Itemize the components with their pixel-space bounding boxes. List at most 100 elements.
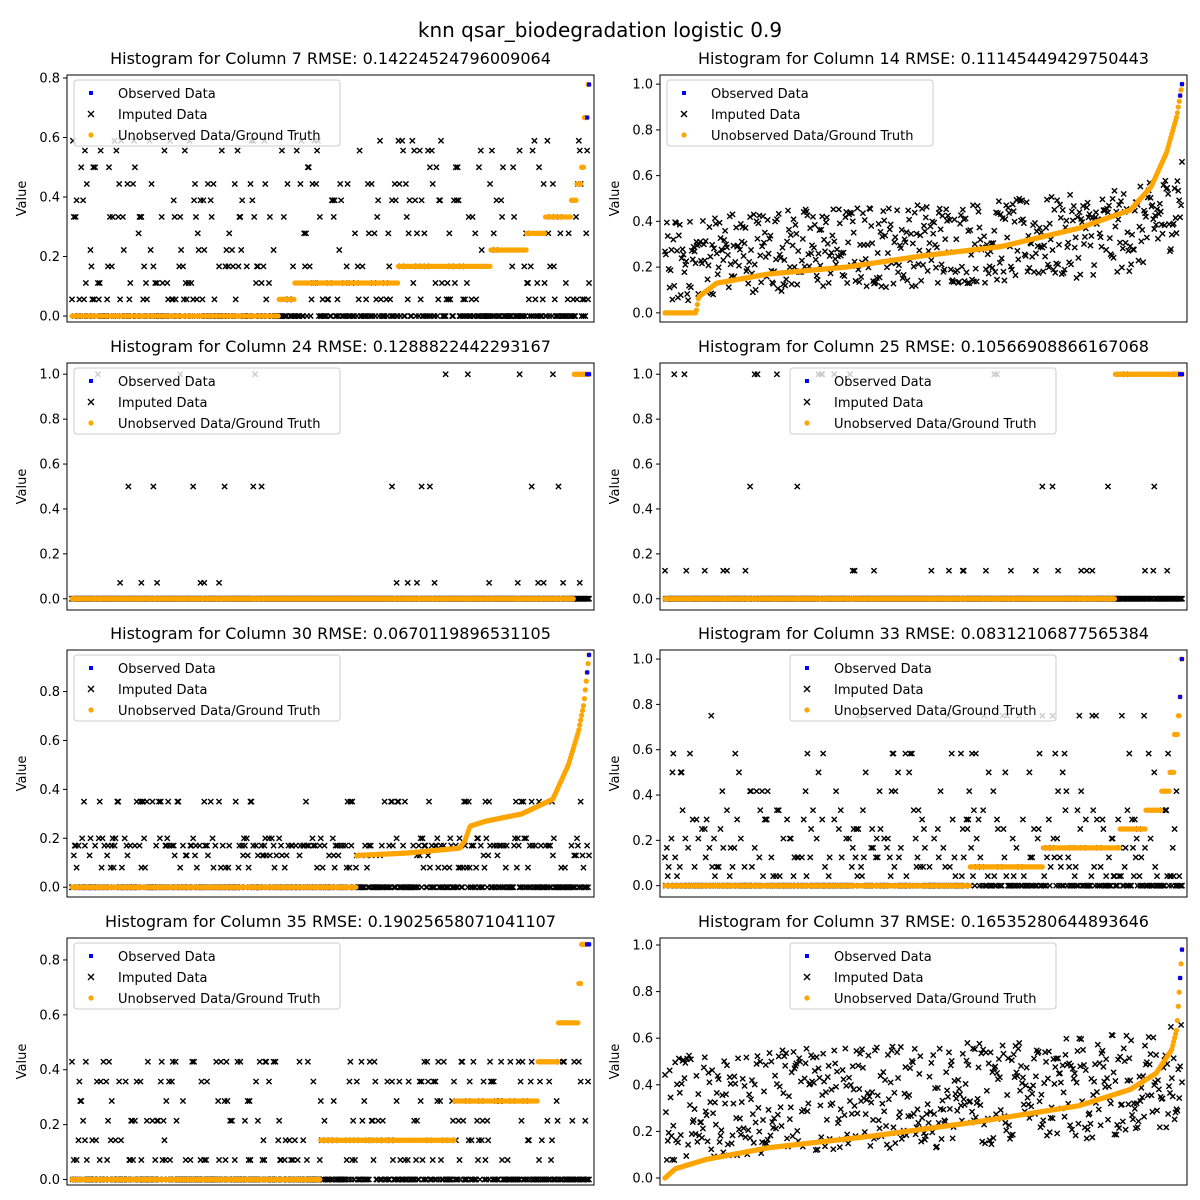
imputed-point <box>551 296 558 303</box>
imputed-point <box>212 842 219 849</box>
ground-truth-point <box>1175 104 1181 110</box>
imputed-point <box>73 197 80 204</box>
imputed-point <box>747 246 755 254</box>
imputed-point <box>1161 222 1168 229</box>
imputed-point <box>86 852 93 859</box>
imputed-point <box>435 864 442 871</box>
imputed-point <box>814 276 821 284</box>
imputed-point <box>73 864 80 871</box>
imputed-point <box>668 246 675 253</box>
imputed-point <box>301 263 309 270</box>
imputed-point <box>1069 217 1076 224</box>
imputed-point <box>473 296 480 303</box>
imputed-point <box>1056 201 1064 208</box>
imputed-point <box>742 567 749 574</box>
imputed-point <box>723 567 731 574</box>
imputed-point <box>819 213 826 220</box>
imputed-point <box>416 147 423 154</box>
imputed-point <box>204 180 212 188</box>
imputed-point <box>442 312 449 320</box>
imputed-point <box>773 216 781 223</box>
imputed-point <box>510 164 517 171</box>
imputed-point <box>1054 567 1062 574</box>
imputed-point <box>354 263 361 270</box>
imputed-point <box>464 371 471 378</box>
imputed-point <box>1162 177 1169 184</box>
imputed-point <box>700 241 707 248</box>
imputed-point <box>155 798 163 805</box>
imputed-point <box>365 842 372 849</box>
imputed-point <box>420 864 427 871</box>
imputed-point <box>915 261 922 268</box>
imputed-point <box>1104 483 1112 490</box>
imputed-point <box>371 230 378 237</box>
imputed-point <box>791 263 798 271</box>
imputed-point <box>911 209 918 216</box>
imputed-point <box>1089 567 1096 574</box>
imputed-point <box>790 216 797 223</box>
y-tick-label: 0.2 <box>632 261 653 276</box>
imputed-point <box>404 296 411 303</box>
imputed-point <box>338 197 345 204</box>
imputed-point <box>1039 483 1046 490</box>
imputed-point <box>813 272 820 279</box>
imputed-point <box>172 296 179 303</box>
imputed-point <box>709 241 716 248</box>
imputed-point <box>1088 232 1095 240</box>
imputed-point <box>535 579 542 586</box>
imputed-point <box>1045 264 1052 271</box>
imputed-point <box>1055 241 1063 248</box>
imputed-point <box>469 213 476 221</box>
imputed-point <box>985 270 992 277</box>
chart-panel-col14: Histogram for Column 14 RMSE: 0.11145449… <box>608 49 1188 323</box>
imputed-point <box>849 567 856 574</box>
imputed-point <box>838 249 845 257</box>
imputed-point <box>363 296 370 303</box>
imputed-point <box>425 798 433 805</box>
imputed-point <box>87 246 94 254</box>
imputed-point <box>942 236 949 243</box>
legend-label: Observed Data <box>118 87 216 102</box>
imputed-point <box>699 217 707 225</box>
imputed-point <box>535 164 543 171</box>
imputed-point <box>788 280 795 288</box>
imputed-point <box>742 224 749 231</box>
imputed-point <box>744 265 751 272</box>
imputed-point <box>78 164 85 171</box>
imputed-point <box>201 246 208 254</box>
imputed-point <box>376 137 384 144</box>
imputed-point <box>934 279 941 286</box>
imputed-point <box>937 226 944 233</box>
imputed-point <box>226 230 233 237</box>
imputed-point <box>310 842 317 849</box>
imputed-point <box>841 272 848 280</box>
imputed-point <box>112 835 119 842</box>
y-tick-label: 0.0 <box>39 592 60 607</box>
imputed-point <box>919 205 926 212</box>
imputed-point <box>431 884 438 891</box>
imputed-point <box>676 221 683 228</box>
imputed-point <box>331 197 338 204</box>
imputed-point <box>1114 268 1121 275</box>
imputed-point <box>1043 196 1051 203</box>
imputed-point <box>701 567 708 574</box>
imputed-point <box>183 852 190 859</box>
imputed-point <box>110 864 117 871</box>
imputed-point <box>729 211 736 218</box>
imputed-point <box>550 263 557 270</box>
y-axis-label: Value <box>608 181 623 217</box>
imputed-point <box>153 279 161 287</box>
imputed-point <box>957 212 965 219</box>
imputed-point <box>967 226 974 234</box>
imputed-point <box>445 296 452 303</box>
imputed-point <box>207 798 214 805</box>
imputed-point <box>840 249 847 256</box>
imputed-point <box>1116 201 1123 209</box>
imputed-point <box>486 579 493 586</box>
imputed-point <box>281 864 288 871</box>
imputed-point <box>833 246 841 253</box>
imputed-point <box>143 296 151 303</box>
imputed-point <box>777 254 784 262</box>
imputed-point <box>386 263 393 270</box>
imputed-point <box>928 257 935 264</box>
